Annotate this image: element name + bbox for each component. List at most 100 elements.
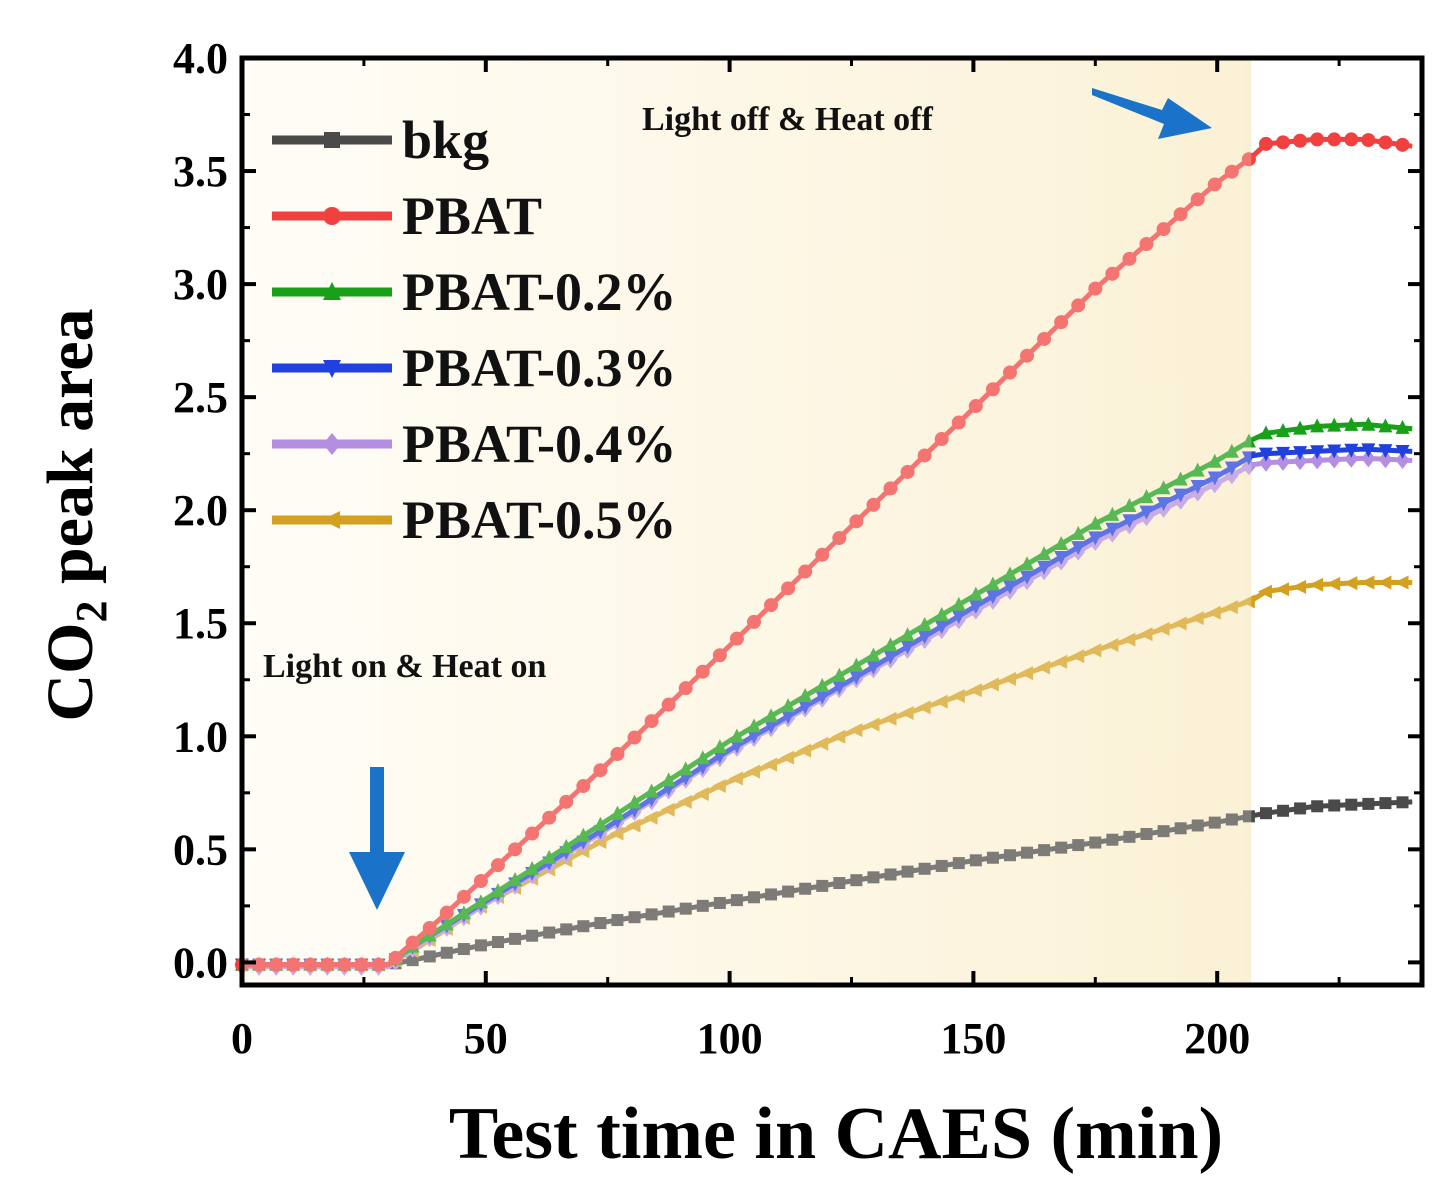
point-bkg <box>1089 836 1102 849</box>
arrow-icon <box>1092 88 1212 139</box>
point-pbat-0-5 <box>626 818 641 833</box>
point-pbat-0-5 <box>780 750 795 765</box>
point-pbat-0-5 <box>916 700 931 715</box>
point-pbat-0-2 <box>678 761 693 776</box>
point-bkg <box>713 896 726 909</box>
point-bkg <box>543 926 556 939</box>
point-pbat-0-3 <box>900 640 915 655</box>
point-bkg <box>440 946 453 959</box>
point-pbat <box>1037 331 1052 346</box>
point-pbat-0-5 <box>1138 627 1153 642</box>
point-pbat <box>337 957 352 972</box>
point-bkg <box>560 923 573 936</box>
point-pbat <box>303 957 318 972</box>
point-pbat-0-5 <box>1121 632 1136 647</box>
point-pbat-0-3 <box>695 760 710 775</box>
point-pbat <box>405 935 420 950</box>
point-pbat-0-2 <box>1258 425 1273 440</box>
point-pbat-0-5 <box>694 786 709 801</box>
y-axis-title-sub: 2 <box>67 601 116 623</box>
point-pbat-0-3 <box>1276 446 1291 461</box>
point-pbat <box>473 873 488 888</box>
point-bkg <box>509 932 522 945</box>
point-bkg <box>884 868 897 881</box>
legend-label: PBAT-0.2% <box>402 262 677 322</box>
point-pbat <box>883 481 898 496</box>
point-bkg <box>1038 844 1051 857</box>
point-pbat-0-2 <box>1241 433 1256 448</box>
point-pbat <box>695 664 710 679</box>
point-bkg <box>594 917 607 930</box>
point-bkg <box>1191 819 1204 832</box>
y-axis-title: CO2 peak area <box>34 308 116 721</box>
light-heat-shaded-region <box>242 58 1252 985</box>
point-bkg <box>645 908 658 921</box>
point-pbat-0-5 <box>848 723 863 738</box>
point-bkg <box>833 877 846 890</box>
point-pbat <box>1139 236 1154 251</box>
point-pbat-0-5 <box>797 743 812 758</box>
x-tick-label: 50 <box>464 1014 508 1063</box>
legend-item-pbat-0-3: PBAT-0.3% <box>272 338 677 398</box>
point-bkg <box>1362 797 1375 810</box>
point-pbat-0-3 <box>746 729 761 744</box>
point-pbat <box>934 432 949 447</box>
point-bkg <box>747 891 760 904</box>
point-bkg <box>628 911 641 924</box>
point-pbat <box>1020 348 1035 363</box>
point-bkg <box>1259 807 1272 820</box>
point-pbat-0-3 <box>815 690 830 705</box>
point-pbat <box>354 957 369 972</box>
point-pbat-0-3 <box>1395 444 1410 459</box>
point-pbat <box>832 531 847 546</box>
point-pbat-0-2 <box>1327 417 1342 432</box>
point-pbat-0-2 <box>1378 418 1393 433</box>
point-pbat-0-3 <box>968 600 983 615</box>
point-bkg <box>1277 804 1290 817</box>
point-pbat-0-2 <box>1293 420 1308 435</box>
point-pbat-0-3 <box>985 590 1000 605</box>
point-pbat-0-2 <box>1105 506 1120 521</box>
point-pbat-0-5 <box>1309 577 1324 592</box>
legend-item-pbat-0-4: PBAT-0.4% <box>272 414 677 474</box>
point-bkg <box>1379 797 1392 810</box>
point-pbat-0-2 <box>627 794 642 809</box>
point-bkg <box>1157 825 1170 838</box>
point-pbat <box>729 631 744 646</box>
point-pbat <box>1293 133 1308 148</box>
point-pbat-0-2 <box>1122 498 1137 513</box>
point-pbat-0-5 <box>1292 579 1307 594</box>
point-pbat <box>661 697 676 712</box>
point-pbat-0-2 <box>1224 443 1239 458</box>
point-pbat-0-5 <box>728 771 743 786</box>
point-pbat <box>1105 266 1120 281</box>
point-bkg <box>696 899 709 912</box>
point-pbat <box>764 598 779 613</box>
point-pbat-0-3 <box>951 610 966 625</box>
point-pbat-0-5 <box>899 706 914 721</box>
point-bkg <box>1345 798 1358 811</box>
point-pbat <box>286 957 301 972</box>
point-pbat-0-2 <box>712 739 727 754</box>
point-pbat-0-2 <box>1054 536 1069 551</box>
point-pbat-0-2 <box>576 827 591 842</box>
point-pbat <box>1361 133 1376 148</box>
legend-swatch-marker <box>323 282 341 300</box>
point-bkg <box>1396 796 1409 809</box>
point-pbat-0-3 <box>781 710 796 725</box>
point-pbat-0-2 <box>883 637 898 652</box>
point-pbat <box>593 763 608 778</box>
point-pbat-0-2 <box>1276 422 1291 437</box>
point-bkg <box>969 854 982 867</box>
point-bkg <box>799 882 812 895</box>
point-bkg <box>491 936 504 949</box>
legend-swatch-marker <box>324 132 340 148</box>
point-pbat-0-5 <box>933 694 948 709</box>
point-pbat <box>900 464 915 479</box>
point-pbat <box>781 581 796 596</box>
point-pbat-0-3 <box>1190 480 1205 495</box>
point-pbat-0-5 <box>831 729 846 744</box>
point-pbat-0-3 <box>832 680 847 695</box>
point-pbat-0-3 <box>1310 445 1325 460</box>
